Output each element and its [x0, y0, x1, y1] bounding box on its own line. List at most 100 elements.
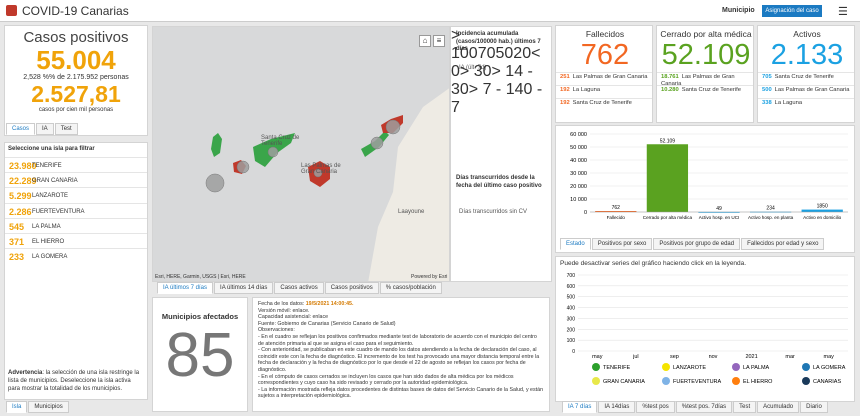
- selector-button[interactable]: Asignación del caso: [762, 5, 822, 17]
- tab[interactable]: Diario: [800, 401, 828, 413]
- island-row[interactable]: 2.286 FUERTEVENTURA: [5, 202, 147, 218]
- legend-marker: [592, 377, 600, 385]
- attribution: Esri, HERE, Garmin, USGS | Esri, HERE: [155, 274, 246, 280]
- x-tick-label: mar: [785, 354, 795, 360]
- x-tick-label: 2021: [745, 354, 757, 360]
- tab[interactable]: IA últimos 14 días: [214, 282, 274, 294]
- legend-item[interactable]: LA PALMA: [732, 363, 770, 371]
- x-tick-label: may: [592, 354, 603, 360]
- island-name: LANZAROTE: [32, 193, 69, 200]
- layers-button[interactable]: ≡: [433, 35, 445, 47]
- y-tick-label: 700: [567, 273, 576, 279]
- x-tick-label: Activo hosp. en planta: [748, 215, 794, 220]
- card-title: Cerrado por alta médica: [660, 29, 752, 39]
- tab[interactable]: Casos positivos: [324, 282, 379, 294]
- x-tick-label: may: [824, 354, 835, 360]
- info-line: - En el cuadro se reflejan los positivos…: [258, 333, 537, 347]
- card-row-name: Las Palmas de Gran Canaria: [661, 74, 735, 87]
- x-tick-label: Activo hosp. en UCI: [699, 215, 740, 220]
- value-label: 1850: [817, 204, 828, 210]
- legend-item[interactable]: TENERIFE: [592, 363, 631, 371]
- y-tick-label: 20 000: [570, 184, 587, 190]
- legend-marker: [662, 377, 670, 385]
- card-row-value: 251: [560, 74, 570, 80]
- legend-item[interactable]: FUERTEVENTURA: [662, 377, 722, 385]
- tab[interactable]: Casos activos: [274, 282, 324, 294]
- date: 19/5/2021 14:00:45.: [305, 301, 354, 307]
- island-row[interactable]: 5.299 LANZAROTE: [5, 187, 147, 202]
- tab[interactable]: Municipios: [28, 401, 69, 413]
- tab[interactable]: IA últimos 7 días: [157, 282, 214, 294]
- tab[interactable]: %test pos. 7días: [675, 401, 733, 413]
- info-line: Versión móvil: enlace.: [258, 307, 310, 314]
- island-row[interactable]: 23.980 TENERIFE: [5, 157, 147, 172]
- map: ⌂ ≡ Santa Cruz de Tenerife Las Palmas de…: [152, 26, 450, 282]
- tab[interactable]: Fallecidos por edad y sexo: [741, 238, 825, 250]
- legend-label: > 14 - 30: [451, 63, 533, 98]
- tab[interactable]: Positivos por grupo de edad: [653, 238, 741, 250]
- tab[interactable]: Test: [733, 401, 757, 413]
- legend-label: LA GOMERA: [813, 365, 846, 371]
- card-title: Fallecidos: [585, 29, 625, 39]
- legend-item[interactable]: LANZAROTE: [662, 363, 706, 371]
- map-label: Laayoune: [398, 209, 425, 215]
- island-row[interactable]: 22.289 GRAN CANARIA: [5, 172, 147, 187]
- tab[interactable]: IA: [36, 123, 54, 135]
- ia-circle: [313, 168, 323, 178]
- island-value: 233: [9, 252, 25, 263]
- tab[interactable]: Acumulado: [757, 401, 800, 413]
- card-row: 705 Santa Cruz de Tenerife: [758, 72, 854, 85]
- tab[interactable]: %test pos: [636, 401, 675, 413]
- y-tick-label: 600: [567, 284, 576, 290]
- tab[interactable]: Estado: [560, 238, 591, 250]
- header: COVID-19 Canarias Municipio Asignación d…: [0, 0, 860, 22]
- card-row-value: 192: [560, 87, 570, 93]
- tab[interactable]: Isla: [6, 401, 28, 413]
- tab[interactable]: % casos/población: [379, 282, 442, 294]
- menu-icon[interactable]: ☰: [838, 6, 848, 18]
- info-line: Fecha de los datos: 19/5/2021 14:00:45.: [258, 301, 544, 308]
- value-label: 234: [766, 206, 775, 212]
- legend-marker: [802, 363, 810, 371]
- x-tick-label: Activo en domicilio: [803, 215, 841, 220]
- bar: [698, 211, 740, 213]
- trend-chart: 0 100 200 300 400 500 600 700 may jul sep nov 2021 ma…: [567, 273, 848, 385]
- x-tick-label: Cerrado por alta médica: [643, 215, 693, 220]
- legend-item[interactable]: EL HIERRO: [732, 377, 773, 385]
- legend-item[interactable]: CANARIAS: [802, 377, 841, 385]
- bar: [646, 144, 689, 212]
- legend-marker: [662, 363, 670, 371]
- legend-field: Días transcurridos sin CV: [459, 209, 528, 215]
- tab[interactable]: IA 7 días: [562, 401, 598, 413]
- map-canvas: [205, 88, 449, 281]
- island-name: TENERIFE: [32, 163, 62, 169]
- ia-circle: [205, 173, 225, 193]
- island-value: 5.299: [9, 191, 32, 202]
- island-row[interactable]: 545 LA PALMA: [5, 217, 147, 233]
- warning-bold: Advertencia: [8, 370, 43, 376]
- island-name: FUERTEVENTURA: [32, 208, 85, 215]
- tab[interactable]: Positivos por sexo: [591, 238, 653, 250]
- tab[interactable]: Test: [54, 123, 78, 135]
- island-value: 22.289: [9, 176, 37, 187]
- map-label: Santa Cruz de Tenerife: [261, 135, 300, 147]
- info-panel: Fecha de los datos: 19/5/2021 14:00:45. …: [252, 297, 550, 412]
- legend-symbols: > 100705020< 0> 30> 14 - 30> 7 - 140 - 7: [451, 27, 551, 117]
- island: [211, 133, 222, 157]
- island-row[interactable]: 233 LA GOMERA: [5, 248, 147, 263]
- trend-panel: Puede desactivar series del gráfico haci…: [555, 256, 855, 402]
- legend-label: 20: [513, 45, 532, 62]
- home-button[interactable]: ⌂: [419, 35, 431, 47]
- tab[interactable]: Casos: [6, 123, 36, 135]
- legend-item[interactable]: LA GOMERA: [802, 363, 846, 371]
- selector-label: Municipio: [722, 7, 755, 14]
- legend-label: LA PALMA: [743, 365, 770, 371]
- date-label: Fecha de los datos:: [258, 301, 305, 307]
- islands-heading: Seleccione una isla para filtrar: [8, 146, 95, 152]
- legend-item[interactable]: GRAN CANARIA: [592, 377, 645, 385]
- municipios-panel: Municipios afectados 85: [152, 297, 248, 412]
- stat-card: Cerrado por alta médica 52.109 18.761 Las P…: [656, 25, 754, 123]
- card-row-value: 18.761: [661, 74, 679, 80]
- tab[interactable]: IA 14días: [598, 401, 636, 413]
- island-row[interactable]: 371 EL HIERRO: [5, 233, 147, 248]
